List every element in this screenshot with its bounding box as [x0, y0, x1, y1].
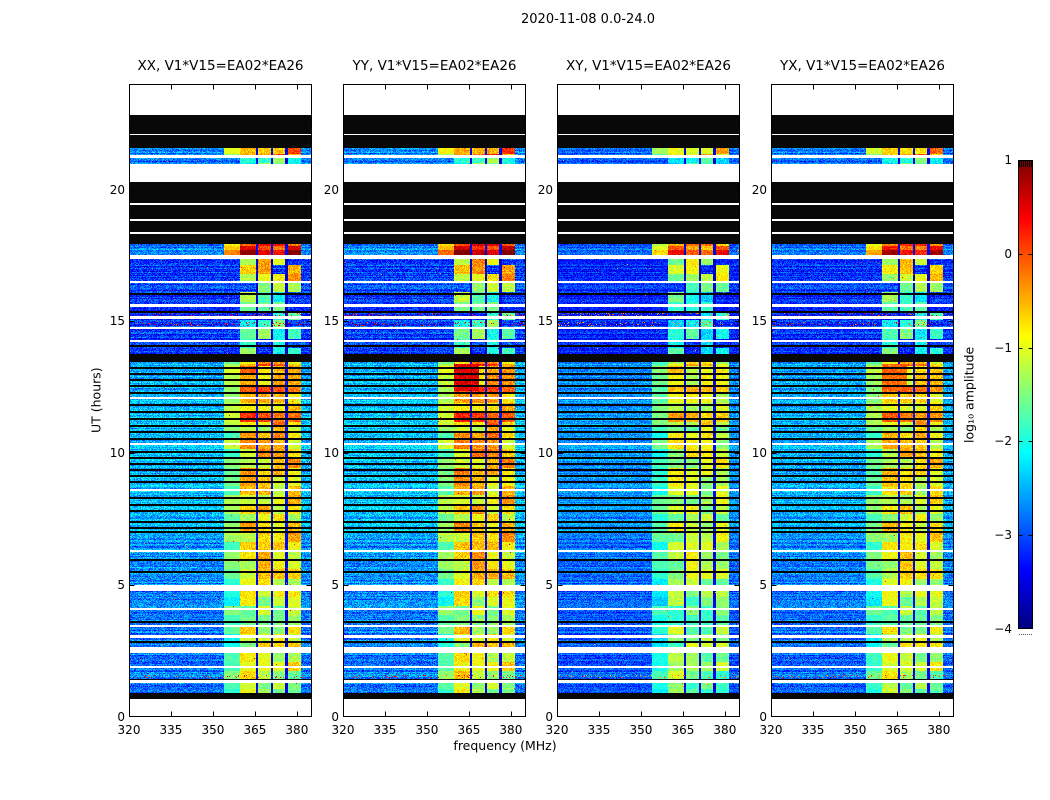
colorbar-tick-label: 0 — [1004, 246, 1012, 261]
x-axis-label: frequency (MHz) — [453, 738, 557, 753]
x-tick-label: 320 — [117, 723, 141, 737]
x-tick-label: 365 — [243, 723, 267, 737]
y-tick-label: 10 — [751, 446, 767, 461]
y-tick-label: 0 — [545, 710, 553, 724]
y-tick-label: 5 — [331, 578, 339, 593]
colorbar-tick-label: −3 — [994, 528, 1012, 543]
y-tick-label: 15 — [109, 314, 125, 329]
y-tick-label: 0 — [331, 710, 339, 724]
y-tick-label: 15 — [537, 314, 553, 329]
colorbar-tick-label: −2 — [994, 434, 1012, 449]
panel-title-xy: XY, V1*V15=EA02*EA26 — [565, 58, 732, 74]
y-tick-label: 15 — [751, 314, 767, 329]
y-tick-label: 15 — [323, 314, 339, 329]
spectrogram-canvas-xy — [557, 84, 740, 717]
y-tick-label: 5 — [759, 578, 767, 593]
y-tick-label: 0 — [759, 710, 767, 724]
spectrogram-canvas-xx — [129, 84, 312, 717]
spectrogram-canvas-yy — [343, 84, 526, 717]
y-tick-label: 0 — [117, 710, 125, 724]
x-tick-label: 350 — [415, 723, 439, 737]
x-tick-label: 335 — [801, 723, 825, 737]
y-tick-label: 20 — [751, 182, 767, 197]
y-tick-label: 10 — [323, 446, 339, 461]
x-tick-label: 320 — [545, 723, 569, 737]
x-tick-label: 335 — [587, 723, 611, 737]
x-tick-label: 335 — [159, 723, 183, 737]
x-tick-label: 350 — [201, 723, 225, 737]
y-tick-label: 5 — [117, 578, 125, 593]
x-tick-label: 380 — [285, 723, 309, 737]
y-tick-label: 20 — [323, 182, 339, 197]
y-tick-label: 10 — [109, 446, 125, 461]
x-tick-label: 380 — [927, 723, 951, 737]
x-tick-label: 380 — [713, 723, 737, 737]
x-tick-label: 350 — [629, 723, 653, 737]
x-tick-label: 320 — [331, 723, 355, 737]
colorbar-tick-label: −4 — [994, 622, 1012, 636]
x-tick-label: 365 — [885, 723, 909, 737]
colorbar-tick-label: 1 — [1004, 153, 1012, 167]
panel-title-xx: XX, V1*V15=EA02*EA26 — [137, 58, 304, 74]
y-tick-label: 20 — [109, 182, 125, 197]
figure-title: 2020-11-08 0.0-24.0 — [521, 12, 655, 27]
panel-title-yy: YY, V1*V15=EA02*EA26 — [352, 58, 517, 74]
x-tick-label: 335 — [373, 723, 397, 737]
colorbar-canvas — [1018, 160, 1033, 638]
y-tick-label: 20 — [537, 182, 553, 197]
colorbar-label: log₁₀ amplitude — [961, 346, 977, 443]
x-tick-label: 320 — [759, 723, 783, 737]
y-tick-label: 5 — [545, 578, 553, 593]
x-tick-label: 350 — [843, 723, 867, 737]
x-tick-label: 365 — [671, 723, 695, 737]
y-axis-label: UT (hours) — [88, 367, 104, 434]
panel-title-yx: YX, V1*V15=EA02*EA26 — [779, 58, 946, 74]
x-tick-label: 365 — [457, 723, 481, 737]
spectrogram-canvas-yx — [771, 84, 954, 717]
y-tick-label: 10 — [537, 446, 553, 461]
x-tick-label: 380 — [499, 723, 523, 737]
colorbar-tick-label: −1 — [994, 340, 1012, 355]
